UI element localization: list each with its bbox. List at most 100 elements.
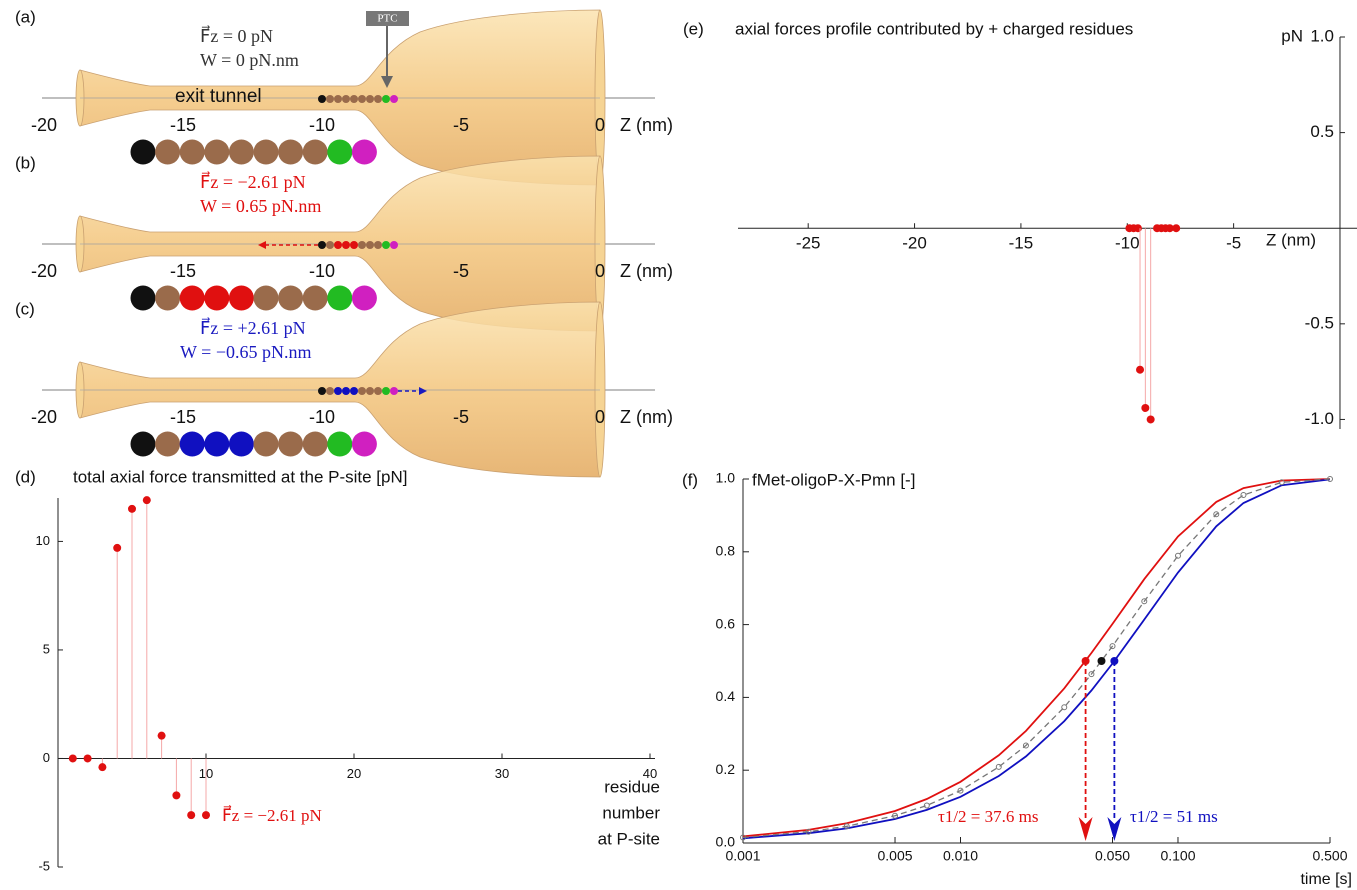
point [1136, 365, 1145, 374]
x-tick-label: 30 [495, 766, 509, 781]
bead [155, 431, 181, 457]
work-label: W = 0 pN.nm [200, 50, 299, 70]
chain-bead [318, 241, 326, 249]
point [1146, 415, 1155, 424]
panel-label: (d) [15, 467, 36, 486]
x-tick-label: -5 [1226, 234, 1241, 253]
z-axis-label: Z (nm) [620, 261, 673, 281]
z-tick-label: 0 [595, 261, 605, 281]
ptc-arrowhead [381, 76, 393, 88]
y-tick-label: -1.0 [1305, 409, 1334, 428]
annotation: F⃗z = −2.61 pN [222, 805, 322, 825]
z-tick-label: -5 [453, 261, 469, 281]
y-tick-label: 1.0 [1310, 26, 1334, 45]
bead [278, 139, 304, 165]
point [128, 504, 136, 513]
curve [742, 478, 1331, 838]
force-arrowhead [258, 241, 266, 249]
chain-bead [334, 95, 342, 103]
chain-bead [374, 387, 382, 395]
chain-bead [318, 95, 326, 103]
panel-label: (c) [15, 299, 35, 318]
work-label: W = 0.65 pN.nm [200, 196, 321, 216]
x-tick-label: 0.010 [943, 848, 978, 864]
bead [130, 431, 156, 457]
bead [204, 139, 230, 165]
chain-bead [390, 387, 398, 395]
chain-bead [334, 241, 342, 249]
marker [892, 812, 899, 819]
chain-bead [326, 241, 334, 249]
point [113, 543, 122, 552]
x-tick-label: 20 [347, 766, 361, 781]
y-tick-label: 1.0 [716, 470, 736, 486]
x-axis-label: at P-site [598, 829, 660, 848]
half-life-arrowhead [1078, 817, 1093, 841]
chain-bead [350, 241, 358, 249]
chain-bead [326, 95, 334, 103]
chain-bead [318, 387, 326, 395]
force-arrowhead [419, 387, 427, 395]
bead [228, 139, 254, 165]
z-tick-label: 0 [595, 407, 605, 427]
point [187, 811, 196, 820]
y-tick-label: -0.5 [1305, 313, 1334, 332]
bead [155, 139, 181, 165]
chain-bead [342, 387, 350, 395]
y-tick-label: 0.6 [716, 615, 736, 631]
bead [228, 431, 254, 457]
point [83, 754, 92, 763]
x-tick-label: 0.005 [877, 848, 912, 864]
half-life-point [1110, 657, 1119, 665]
bead [155, 285, 181, 311]
y-tick-label: 0.0 [716, 834, 736, 850]
bead [351, 139, 377, 165]
bead [204, 431, 230, 457]
curve [742, 478, 1331, 839]
bead [204, 285, 230, 311]
chain-bead [366, 241, 374, 249]
chain-bead [382, 387, 390, 395]
point [1165, 224, 1174, 233]
y-tick-label: 0 [43, 750, 50, 765]
marker [740, 834, 746, 841]
force-label: F⃗z = 0 pN [200, 25, 273, 46]
z-tick-label: -10 [309, 115, 335, 135]
x-tick-label: -25 [796, 234, 821, 253]
bead [179, 285, 205, 311]
marker [1213, 511, 1220, 518]
force-label: F⃗z = −2.61 pN [200, 171, 306, 192]
ptc-box [366, 11, 409, 26]
point [1172, 224, 1181, 233]
panel-label: (e) [683, 19, 704, 38]
z-tick-label: -20 [31, 407, 57, 427]
z-tick-label: -15 [170, 115, 196, 135]
force-label: F⃗z = +2.61 pN [200, 317, 306, 338]
bead [130, 285, 156, 311]
chain-bead [350, 95, 358, 103]
x-axis-label: time [s] [1300, 871, 1352, 888]
x-tick-label: -15 [1009, 234, 1034, 253]
panel-label: (b) [15, 153, 36, 172]
bead [302, 431, 328, 457]
x-tick-label: -10 [1115, 234, 1140, 253]
z-tick-label: -20 [31, 115, 57, 135]
point [68, 754, 77, 763]
marker [1240, 492, 1247, 499]
y-tick-label: 5 [43, 641, 50, 656]
chain-bead [334, 387, 342, 395]
y-tick-label: 0.8 [716, 543, 736, 559]
chain-bead [382, 241, 390, 249]
x-tick-label: 40 [643, 766, 657, 781]
half-life-label: τ1/2 = 37.6 ms [938, 807, 1038, 826]
bead [253, 431, 279, 457]
marker [1088, 671, 1095, 678]
point [172, 791, 181, 800]
panel-label: (a) [15, 7, 36, 26]
bead [179, 431, 205, 457]
chain-bead [374, 241, 382, 249]
x-tick-label: -20 [902, 234, 927, 253]
x-axis-label: number [602, 803, 660, 822]
curve [742, 478, 1331, 840]
